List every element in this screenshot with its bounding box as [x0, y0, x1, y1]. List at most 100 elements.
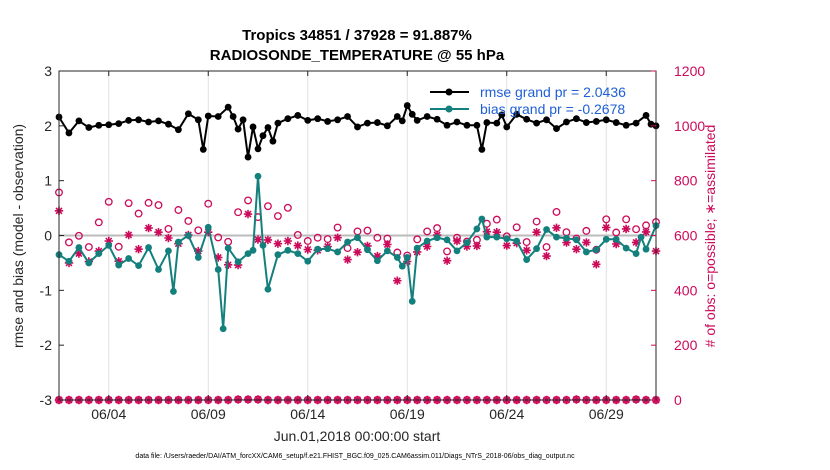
rmse-point — [573, 115, 580, 123]
rmse-point — [85, 124, 93, 131]
bias-point — [433, 234, 441, 242]
obs-possible-point — [492, 215, 501, 224]
obs-possible-point — [84, 243, 93, 251]
obs-assimilated-point — [641, 227, 651, 237]
obs-possible-point — [264, 202, 272, 211]
y-tick-label-right: 800 — [674, 173, 698, 189]
bias-point — [274, 251, 282, 259]
obs-assimilated-point — [134, 245, 143, 254]
obs-assimilated-point — [283, 236, 293, 246]
y-axis-label-left: rmse and bias (model - observation) — [10, 124, 26, 348]
obs-assimilated-point — [144, 223, 153, 233]
obs-possible-point — [273, 212, 282, 220]
rmse-point — [314, 115, 322, 123]
obs-possible-point — [373, 233, 382, 242]
rmse-point — [75, 117, 83, 125]
obs-possible-point — [234, 208, 243, 217]
x-tick-label: 06/19 — [390, 406, 425, 422]
bias-point — [632, 250, 640, 257]
obs-possible-point — [602, 215, 611, 224]
bias-point — [413, 244, 421, 252]
obs-possible-point — [443, 247, 451, 256]
rmse-point — [175, 126, 182, 134]
y-tick-label-left: 2 — [44, 118, 52, 134]
bias-point — [65, 257, 73, 265]
rmse-point — [612, 119, 620, 126]
obs-assimilated-point — [532, 228, 541, 237]
bias-point — [493, 233, 501, 241]
legend-bias-marker — [445, 105, 453, 113]
bias-point — [533, 245, 540, 253]
obs-possible-point — [303, 237, 312, 245]
obs-assimilated-point — [363, 241, 372, 251]
obs-assimilated-point — [612, 239, 621, 249]
rmse-point — [184, 110, 192, 118]
bias-point — [95, 250, 103, 257]
rmse-point — [105, 121, 113, 129]
rmse-point — [304, 116, 312, 124]
bias-point — [105, 241, 113, 249]
obs-possible-point — [612, 228, 621, 237]
obs-assimilated-point — [124, 230, 133, 240]
bias-point — [214, 266, 222, 273]
rmse-point — [65, 129, 73, 137]
rmse-point — [393, 113, 401, 120]
rmse-point — [324, 118, 332, 125]
obs-assimilated-point — [572, 245, 581, 254]
bias-point — [249, 246, 257, 254]
obs-possible-point — [124, 199, 133, 208]
bias-point — [264, 285, 272, 293]
obs-assimilated-point — [74, 249, 84, 258]
bias-point — [592, 246, 600, 254]
obs-assimilated-point — [263, 235, 273, 245]
y-tick-label-left: 1 — [44, 173, 52, 189]
obs-assimilated-point — [442, 256, 452, 265]
obs-possible-point — [512, 223, 521, 232]
bias-point — [642, 245, 650, 253]
rmse-point — [478, 146, 486, 153]
rmse-point — [493, 119, 501, 127]
obs-possible-point — [532, 217, 541, 226]
rmse-point — [269, 137, 277, 145]
obs-possible-point — [552, 207, 561, 216]
rmse-point — [274, 119, 282, 127]
rmse-point — [408, 110, 416, 118]
bias-point — [612, 235, 620, 243]
obs-assimilated-point — [293, 241, 302, 250]
rmse-point — [95, 121, 103, 129]
legend-rmse-label: rmse grand pr = 2.0436 — [480, 84, 626, 100]
rmse-point — [463, 121, 471, 129]
x-tick-label: 06/24 — [489, 406, 524, 422]
rmse-point — [602, 116, 610, 124]
obs-assimilated-point — [621, 224, 631, 234]
x-axis-label: Jun.01,2018 00:00:00 start — [274, 428, 441, 444]
obs-possible-point — [423, 227, 432, 236]
rmse-point — [383, 122, 391, 130]
y-tick-label-left: 3 — [44, 63, 52, 79]
bias-point — [637, 233, 645, 241]
y-tick-label-right: 1000 — [674, 118, 705, 134]
obs-possible-point — [542, 243, 551, 251]
rmse-point — [582, 119, 590, 126]
rmse-point — [284, 115, 292, 123]
obs-possible-point — [293, 231, 302, 239]
obs-possible-point — [214, 233, 223, 242]
obs-assimilated-point — [114, 257, 123, 266]
obs-assimilated-point — [373, 251, 382, 261]
obs-assimilated-point — [393, 276, 402, 285]
obs-assimilated-point — [104, 236, 113, 246]
y-tick-label-right: 1200 — [674, 63, 705, 79]
rmse-point — [165, 120, 172, 128]
y-tick-label-right: 400 — [674, 282, 698, 298]
bias-point — [165, 247, 172, 255]
bias-point — [85, 259, 93, 267]
bias-point — [478, 215, 486, 223]
bias-point — [553, 233, 560, 241]
obs-assimilated-point — [303, 245, 312, 254]
rmse-point — [244, 153, 252, 161]
bias-point — [563, 234, 570, 242]
obs-assimilated-point — [253, 235, 263, 244]
bias-point — [344, 238, 351, 246]
rmse-point — [194, 116, 202, 124]
obs-possible-point — [154, 201, 163, 210]
